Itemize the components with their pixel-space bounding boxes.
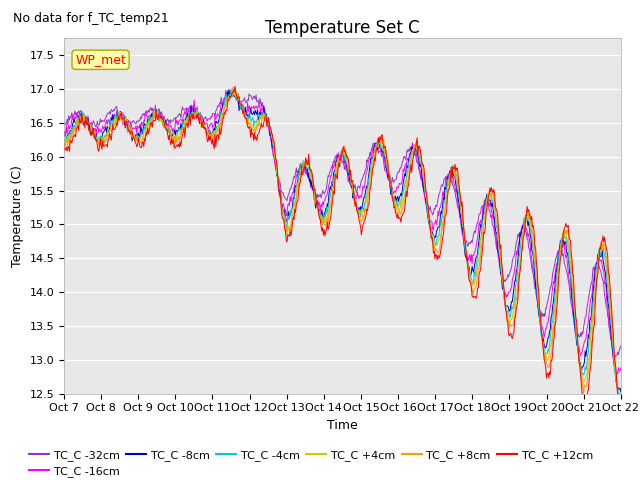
Y-axis label: Temperature (C): Temperature (C): [11, 165, 24, 267]
Text: WP_met: WP_met: [75, 53, 126, 66]
Legend: TC_C -32cm, TC_C -16cm, TC_C -8cm, TC_C -4cm, TC_C +4cm, TC_C +8cm, TC_C +12cm: TC_C -32cm, TC_C -16cm, TC_C -8cm, TC_C …: [25, 445, 597, 480]
X-axis label: Time: Time: [327, 419, 358, 432]
Title: Temperature Set C: Temperature Set C: [265, 19, 420, 37]
Text: No data for f_TC_temp21: No data for f_TC_temp21: [13, 12, 168, 25]
